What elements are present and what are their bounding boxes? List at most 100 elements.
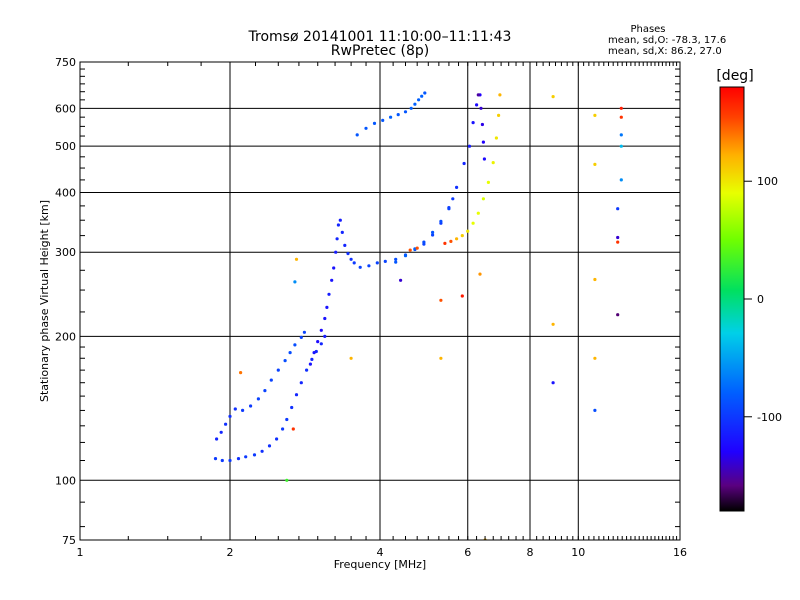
data-point (299, 335, 303, 339)
data-point (334, 250, 338, 254)
data-point (593, 408, 597, 412)
data-point (619, 133, 623, 137)
colorbar-tick-label: 0 (757, 293, 764, 306)
data-point (447, 207, 451, 211)
data-point (455, 185, 459, 189)
data-point (480, 122, 484, 127)
data-point (494, 136, 498, 140)
data-point (293, 280, 297, 284)
data-point (616, 313, 620, 317)
data-point (475, 103, 479, 107)
y-tick-label: 500 (55, 140, 76, 153)
x-tick-label: 10 (571, 546, 585, 559)
data-point (619, 178, 623, 182)
data-point (396, 113, 400, 117)
data-point (616, 240, 620, 244)
data-point (551, 322, 555, 326)
data-point (323, 334, 327, 338)
data-point (476, 93, 480, 97)
data-point (291, 427, 295, 431)
phase-stats-x: mean, sd,X: 86.2, 27.0 (608, 46, 722, 57)
data-point (616, 235, 620, 240)
data-point (551, 95, 555, 99)
data-point (327, 292, 331, 296)
data-point (466, 229, 470, 233)
y-axis-label: Stationary phase Virtual Height [km] (38, 200, 51, 402)
data-point (415, 246, 419, 250)
data-point (593, 356, 597, 360)
data-point (228, 458, 232, 463)
data-point (551, 381, 555, 385)
colorbar-tick-label: -100 (757, 411, 782, 424)
data-point (312, 351, 316, 355)
data-point (305, 368, 309, 372)
data-point (325, 305, 329, 309)
data-point (367, 264, 371, 268)
data-point (220, 458, 224, 463)
data-point (294, 257, 299, 261)
data-point (471, 221, 475, 225)
data-point (299, 381, 303, 385)
data-point (249, 404, 253, 408)
data-point (364, 126, 368, 130)
data-point (394, 260, 398, 264)
y-tick-label: 100 (55, 474, 76, 487)
data-point (422, 240, 426, 244)
data-point (358, 265, 362, 269)
data-point (383, 259, 387, 263)
data-point (420, 94, 424, 98)
data-point (408, 248, 412, 252)
data-point (481, 197, 485, 201)
data-point (276, 368, 280, 372)
data-point (439, 219, 443, 223)
data-point (244, 455, 248, 459)
x-axis-ticks: 1 2 4 6 8 10 16 (77, 62, 687, 559)
data-point (619, 106, 623, 110)
data-point (275, 437, 279, 441)
data-point (423, 91, 427, 95)
chart-title: Tromsø 20141001 11:10:00–11:11:43 (248, 29, 512, 45)
data-point (241, 408, 245, 412)
data-point (267, 444, 272, 448)
data-point (467, 144, 472, 148)
data-point (478, 272, 482, 276)
data-point (482, 157, 486, 161)
data-point (233, 407, 237, 411)
data-point (224, 422, 228, 426)
data-point (213, 457, 218, 461)
y-tick-label: 300 (55, 246, 76, 259)
data-point (619, 144, 623, 148)
data-point (619, 115, 623, 119)
data-point (381, 118, 385, 122)
data-point (336, 223, 340, 227)
data-point (219, 430, 223, 434)
data-point (460, 294, 464, 298)
data-point (413, 102, 417, 106)
colorbar-ticks: 100 0 -100 (744, 175, 782, 424)
data-point (294, 393, 299, 397)
colorbar-label: [deg] (716, 68, 753, 84)
data-point (486, 180, 490, 184)
x-tick-label: 1 (77, 546, 84, 559)
data-point (593, 277, 597, 282)
colorbar-tick-label: 100 (757, 175, 778, 188)
data-point (399, 278, 403, 282)
y-tick-label: 750 (55, 56, 76, 69)
data-point (349, 356, 353, 360)
data-point (215, 437, 219, 441)
data-point (409, 106, 413, 110)
data-point (260, 449, 264, 453)
data-point (228, 414, 232, 418)
x-tick-label: 4 (377, 546, 384, 559)
data-point (338, 218, 342, 222)
data-point (288, 351, 292, 355)
data-point (239, 371, 243, 375)
data-point (263, 389, 267, 393)
data-point (443, 241, 447, 245)
data-point (335, 237, 339, 241)
data-point (460, 234, 464, 238)
y-tick-label: 600 (55, 102, 76, 115)
data-point (340, 230, 344, 234)
data-point (269, 378, 273, 382)
data-point (439, 356, 443, 360)
